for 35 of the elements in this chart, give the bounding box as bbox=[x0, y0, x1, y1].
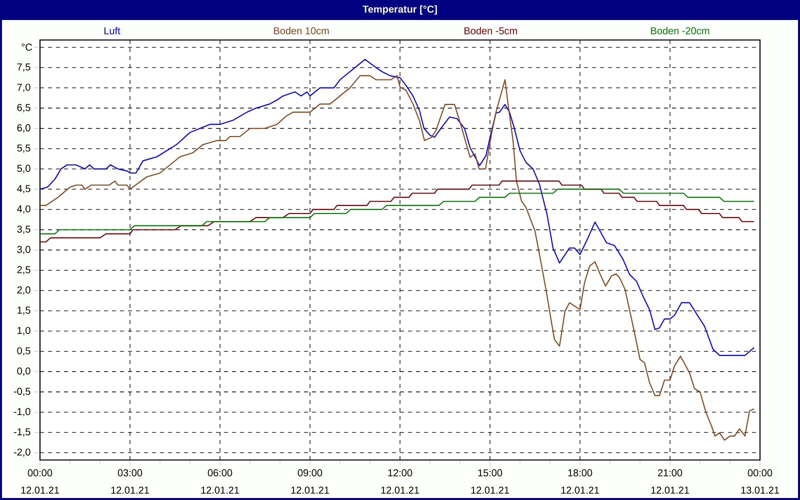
x-tick-label: 00:00 13.01.21 bbox=[741, 469, 779, 494]
y-tick-label: 1,0 bbox=[18, 326, 30, 336]
y-tick-label: 3,5 bbox=[17, 226, 30, 234]
text: Boden 10cm bbox=[274, 27, 329, 34]
y-tick-label: 2,5 bbox=[17, 266, 30, 274]
x-tick-label: 03:00 12.01.21 bbox=[111, 469, 149, 494]
x-tick-label: 12:00 12.01.21 bbox=[381, 469, 419, 494]
y-tick-label: 4,0 bbox=[17, 205, 30, 214]
y-tick-label: 6,5 bbox=[17, 104, 30, 112]
y-tick-label: -2,0 bbox=[14, 448, 30, 457]
y-tick-label: 2,0 bbox=[17, 286, 30, 295]
y-tick-label: -1,0 bbox=[14, 408, 30, 416]
text: Luft bbox=[104, 26, 120, 34]
y-tick-label: 7,5 bbox=[17, 63, 30, 72]
x-tick-label: 00:00 12.01.21 bbox=[21, 469, 59, 494]
y-tick-label: 0,5 bbox=[17, 347, 30, 356]
y-tick-label: 1,5 bbox=[18, 306, 30, 315]
y-tick-label: -0,5 bbox=[14, 388, 30, 396]
y-tick-label: 4,5 bbox=[17, 185, 30, 194]
y-tick-label: 5,0 bbox=[17, 164, 30, 174]
y-tick-label: -1,5 bbox=[14, 428, 30, 437]
y-tick-label: 6,0 bbox=[17, 124, 30, 133]
x-tick-label: 21:00 12.01.21 bbox=[651, 469, 689, 494]
x-tick-label: 09:00 12.01.21 bbox=[291, 469, 329, 494]
y-axis-title: °C bbox=[22, 44, 32, 51]
x-tick-label: 18:00 12.01.21 bbox=[561, 469, 599, 494]
y-tick-label: 7,0 bbox=[17, 84, 30, 92]
chart-title: Temperatur [°C] bbox=[362, 5, 437, 15]
y-tick-label: 3,0 bbox=[17, 246, 30, 254]
y-tick-label: 0,0 bbox=[17, 367, 30, 376]
x-tick-label: 06:00 12.01.21 bbox=[201, 469, 239, 494]
text: Boden -5cm bbox=[464, 27, 517, 34]
x-tick-label: 15:00 12.01.21 bbox=[471, 469, 509, 494]
y-tick-label: 5,5 bbox=[17, 144, 30, 153]
text: Boden -20cm bbox=[651, 27, 710, 34]
